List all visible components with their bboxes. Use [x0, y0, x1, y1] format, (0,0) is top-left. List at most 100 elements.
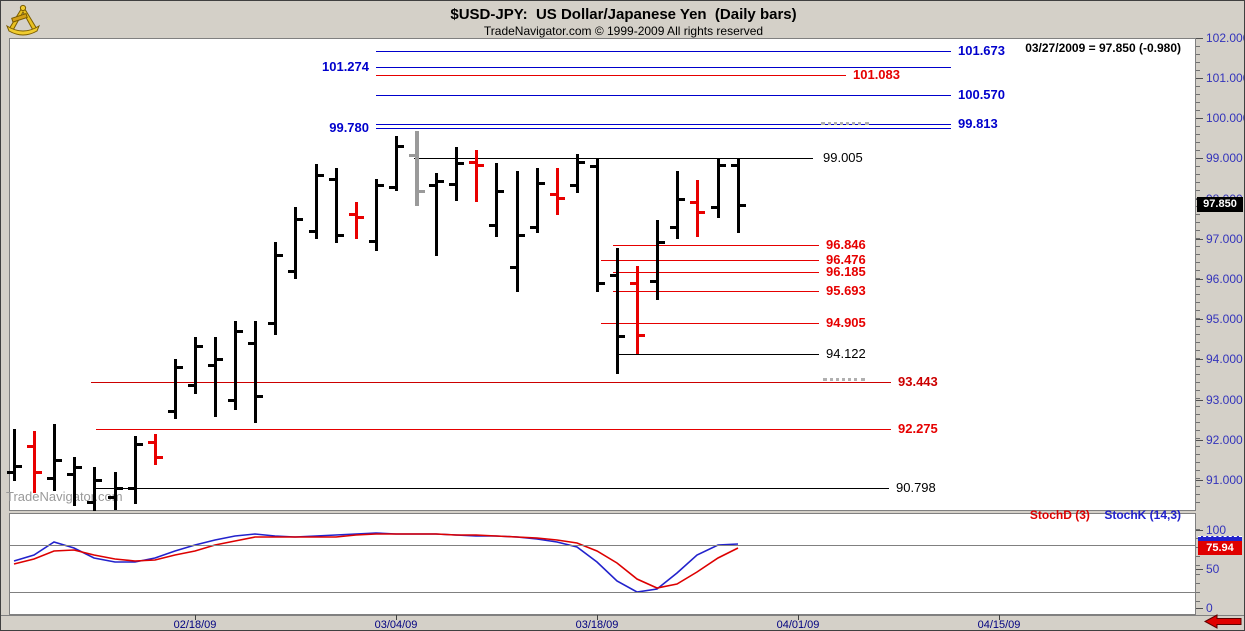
- ohlc-close-tick: [157, 456, 163, 459]
- price-axis-minor-tick: [1196, 102, 1200, 103]
- price-axis-minor-tick: [1196, 94, 1200, 95]
- ohlc-close-tick: [559, 197, 565, 200]
- ohlc-open-tick: [510, 266, 516, 269]
- price-level-line[interactable]: [91, 382, 891, 383]
- date-axis-label: 04/15/09: [977, 619, 1021, 631]
- ohlc-close-tick: [478, 164, 484, 167]
- ohlc-bar: [214, 337, 217, 417]
- price-level-line[interactable]: [613, 291, 819, 292]
- price-level-line[interactable]: [616, 354, 819, 355]
- ohlc-bar: [536, 168, 539, 233]
- price-axis-minor-tick: [1196, 326, 1200, 327]
- ohlc-open-tick: [550, 193, 556, 196]
- ohlc-open-tick: [530, 226, 536, 229]
- ohlc-bar: [395, 136, 398, 191]
- price-level-line[interactable]: [376, 124, 951, 125]
- price-axis-minor-tick: [1196, 382, 1200, 383]
- ohlc-bar: [636, 266, 639, 354]
- date-axis-label: 03/18/09: [575, 619, 619, 631]
- ohlc-open-tick: [87, 501, 93, 504]
- chart-title: $USD-JPY: US Dollar/Japanese Yen (Daily …: [450, 6, 797, 23]
- price-axis-minor-tick: [1196, 318, 1200, 319]
- price-axis-label: 92.000: [1206, 433, 1243, 447]
- price-axis-minor-tick: [1196, 54, 1200, 55]
- ohlc-close-tick: [378, 184, 384, 187]
- stoch-axis-minor-tick: [1196, 565, 1200, 566]
- price-level-label: 90.798: [896, 480, 936, 495]
- price-axis-label: 95.000: [1206, 312, 1243, 326]
- ohlc-close-tick: [699, 211, 705, 214]
- price-chart-panel[interactable]: [9, 38, 1196, 511]
- ohlc-open-tick: [570, 184, 576, 187]
- price-axis-minor-tick: [1196, 70, 1200, 71]
- price-axis-minor-tick: [1196, 406, 1200, 407]
- price-level-line[interactable]: [601, 260, 819, 261]
- ohlc-bar: [576, 154, 579, 193]
- price-axis-minor-tick: [1196, 174, 1200, 175]
- price-axis-minor-tick: [1196, 310, 1200, 311]
- ohlc-bar: [154, 434, 157, 465]
- price-level-line[interactable]: [95, 488, 889, 489]
- price-level-line[interactable]: [601, 323, 819, 324]
- ohlc-close-tick: [679, 198, 685, 201]
- ohlc-bar: [174, 359, 177, 419]
- ohlc-close-tick: [458, 162, 464, 165]
- ohlc-close-tick: [419, 190, 425, 193]
- stoch-curve: [13, 532, 739, 593]
- ohlc-bar: [696, 180, 699, 237]
- ohlc-open-tick: [610, 274, 616, 277]
- ohlc-bar: [194, 337, 197, 394]
- ohlc-open-tick: [409, 154, 415, 157]
- price-axis-minor-tick: [1196, 502, 1200, 503]
- date-axis-strip: [1, 615, 1244, 630]
- price-level-line[interactable]: [96, 429, 891, 430]
- price-level-label: 101.274: [322, 59, 369, 74]
- ohlc-bar: [93, 467, 96, 511]
- price-level-label: 93.443: [898, 374, 938, 389]
- ohlc-bar: [114, 472, 117, 510]
- ohlc-close-tick: [96, 479, 102, 482]
- price-level-line[interactable]: [613, 272, 819, 273]
- stoch-axis-minor-tick: [1196, 556, 1200, 557]
- stochk-legend-label: StochK (14,3): [1104, 508, 1181, 522]
- price-level-line[interactable]: [613, 245, 819, 246]
- price-level-label: 99.813: [958, 116, 998, 131]
- price-axis-major-tick: [1196, 118, 1203, 119]
- price-axis-major-tick: [1196, 279, 1203, 280]
- stoch-axis-minor-tick: [1196, 529, 1200, 530]
- price-level-line[interactable]: [376, 95, 951, 96]
- ohlc-close-tick: [277, 254, 283, 257]
- scroll-left-arrow-button[interactable]: [1203, 614, 1242, 629]
- ohlc-close-tick: [56, 459, 62, 462]
- price-axis-label: 101.000: [1206, 71, 1244, 85]
- ohlc-bar: [335, 168, 338, 243]
- price-level-line[interactable]: [414, 158, 813, 159]
- price-axis-minor-tick: [1196, 150, 1200, 151]
- ohlc-close-tick: [539, 182, 545, 185]
- price-axis-minor-tick: [1196, 358, 1200, 359]
- stoch-curve: [13, 533, 739, 589]
- ohlc-close-tick: [358, 216, 364, 219]
- price-level-label: 101.083: [853, 67, 900, 82]
- stochastic-panel[interactable]: [9, 513, 1196, 615]
- price-axis-minor-tick: [1196, 190, 1200, 191]
- price-axis-minor-tick: [1196, 302, 1200, 303]
- ohlc-open-tick: [208, 364, 214, 367]
- ohlc-bar: [254, 321, 257, 423]
- price-level-line[interactable]: [376, 67, 951, 68]
- price-level-line[interactable]: [376, 51, 951, 52]
- ohlc-open-tick: [489, 224, 495, 227]
- price-axis-minor-tick: [1196, 142, 1200, 143]
- price-axis-minor-tick: [1196, 278, 1200, 279]
- price-axis-minor-tick: [1196, 374, 1200, 375]
- price-axis-minor-tick: [1196, 390, 1200, 391]
- price-level-line[interactable]: [376, 75, 846, 76]
- price-axis-major-tick: [1196, 239, 1203, 240]
- date-axis-label: 03/04/09: [374, 619, 418, 631]
- price-level-line[interactable]: [376, 128, 951, 129]
- ohlc-open-tick: [168, 410, 174, 413]
- ohlc-open-tick: [329, 178, 335, 181]
- tradenavigator-sextant-logo-icon: [3, 3, 43, 37]
- stoch-axis-major-tick: [1196, 530, 1203, 531]
- ohlc-bar: [315, 164, 318, 239]
